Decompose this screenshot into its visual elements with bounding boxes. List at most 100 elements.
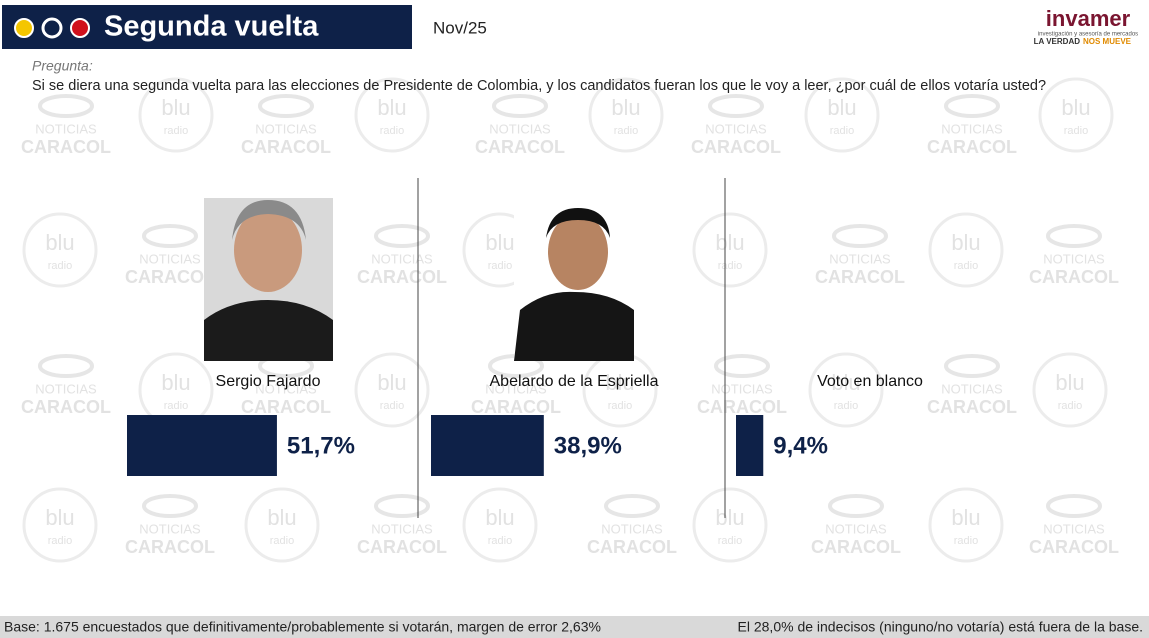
watermark-icon [462,487,538,563]
watermark: blu [715,505,744,530]
watermark: radio [954,260,978,272]
watermark: blu [377,95,406,120]
watermark-icon [714,354,770,378]
logo-name: invamer [1046,6,1131,31]
watermark: CARACOL [471,397,561,417]
watermark: blu [827,95,856,120]
watermark: NOTICIAS [711,381,773,396]
watermark: NOTICIAS [1043,521,1105,536]
watermark-icon [258,94,314,118]
candidate-name: Voto en blanco [817,373,923,390]
watermark: blu [485,505,514,530]
watermark: radio [270,535,294,547]
watermark: NOTICIAS [941,121,1003,136]
watermark-icon [22,487,98,563]
question: Si se diera una segunda vuelta para las … [32,78,1046,94]
watermark: CARACOL [1029,537,1119,557]
watermark: blu [267,505,296,530]
watermark-icon [1032,352,1108,428]
watermark: NOTICIAS [485,381,547,396]
watermark: NOTICIAS [705,121,767,136]
watermark-icon [374,224,430,248]
watermark-icon [22,212,98,288]
watermark: blu [161,370,190,395]
watermark: CARACOL [241,137,331,157]
footer-note: El 28,0% de indecisos (ninguno/no votarí… [738,619,1143,635]
watermark: CARACOL [475,137,565,157]
watermark: radio [48,260,72,272]
watermark: blu [605,370,634,395]
watermark: NOTICIAS [489,121,551,136]
watermark: CARACOL [357,267,447,287]
watermark: NOTICIAS [601,521,663,536]
flag-dot [41,17,63,39]
watermark: CARACOL [21,137,111,157]
watermark: radio [608,400,632,412]
watermark: CARACOL [587,537,677,557]
watermark: radio [1058,400,1082,412]
watermark: NOTICIAS [35,121,97,136]
flag-dot [14,18,34,38]
watermark-icon [1046,224,1102,248]
watermark-icon [588,77,664,153]
watermark-icon [692,212,768,288]
watermark: blu [1061,95,1090,120]
value-label: 9,4% [773,432,828,459]
bar [431,415,544,476]
candidate-name: Sergio Fajardo [216,373,321,390]
watermark-icon [928,212,1004,288]
watermark-icon [492,94,548,118]
watermark-icon [244,487,320,563]
watermark: CARACOL [811,537,901,557]
watermark: radio [48,535,72,547]
watermark: radio [614,125,638,137]
watermark-icon [944,354,1000,378]
logo-tagline: investigación y asesoría de mercados [1038,32,1138,38]
logo-slogan: NOS MUEVE [1083,37,1132,46]
watermark-icon [944,94,1000,118]
logo-slogan: LA VERDAD [1034,37,1081,46]
watermark-icon [604,494,660,518]
candidate-name: Abelardo de la Espriella [490,373,659,390]
watermark-icon [804,77,880,153]
watermark: CARACOL [697,397,787,417]
watermark: blu [951,505,980,530]
watermark: radio [488,535,512,547]
watermark: radio [164,400,188,412]
watermark: NOTICIAS [139,521,201,536]
bar [736,415,764,476]
watermark: NOTICIAS [371,251,433,266]
watermark: NOTICIAS [255,121,317,136]
watermark-icon [828,494,884,518]
watermark: radio [830,125,854,137]
watermark-icon [928,487,1004,563]
date: Nov/25 [433,18,487,37]
watermark: CARACOL [21,397,111,417]
watermark-icon [1038,77,1114,153]
watermark-icon [354,77,430,153]
watermark: blu [715,230,744,255]
value-label: 51,7% [287,432,355,459]
watermark: radio [834,400,858,412]
watermarks: NOTICIASCARACOLNOTICIASCARACOLNOTICIASCA… [21,77,1119,563]
title: Segunda vuelta [104,11,319,43]
watermark: CARACOL [927,137,1017,157]
watermark: CARACOL [357,537,447,557]
watermark-icon [1046,494,1102,518]
watermark-icon [832,224,888,248]
watermark-icon [142,494,198,518]
watermark: blu [1055,370,1084,395]
watermark: blu [951,230,980,255]
value-label: 38,9% [554,432,622,459]
watermark: CARACOL [125,267,215,287]
watermark: NOTICIAS [35,381,97,396]
watermark: NOTICIAS [829,251,891,266]
watermark: blu [611,95,640,120]
watermark: NOTICIAS [255,381,317,396]
watermark: radio [164,125,188,137]
watermark: CARACOL [927,397,1017,417]
watermark-icon [38,354,94,378]
photo [204,198,333,361]
watermark-icon [374,494,430,518]
